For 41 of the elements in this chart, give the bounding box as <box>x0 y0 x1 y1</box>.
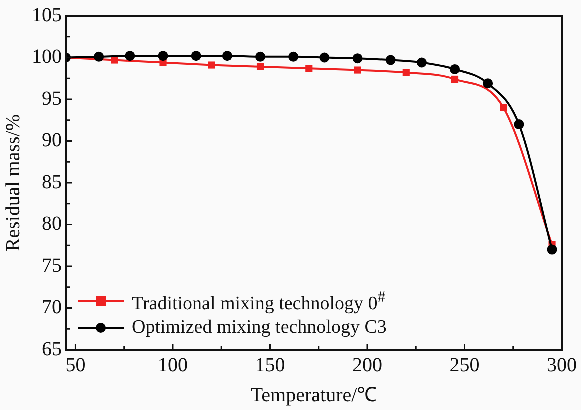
point <box>500 104 508 112</box>
point <box>416 58 427 68</box>
point <box>94 52 104 62</box>
x-tick-label: 150 <box>255 354 286 376</box>
x-tick-label: 200 <box>352 354 382 376</box>
y-tick-label: 65 <box>42 338 62 360</box>
point <box>483 78 494 89</box>
point <box>125 51 136 62</box>
point <box>222 51 232 62</box>
y-tick-label: 90 <box>42 130 62 152</box>
point <box>386 55 396 66</box>
point <box>402 69 410 76</box>
point <box>354 66 362 74</box>
y-tick-label: 75 <box>42 254 62 277</box>
point <box>547 244 558 255</box>
legend-label: Traditional mixing technology 0$^{#}$ <box>132 288 386 316</box>
point <box>451 76 459 83</box>
y-tick-label: 85 <box>42 171 62 194</box>
y-tick-label: 80 <box>42 213 62 235</box>
x-tick-label: 50 <box>66 354 86 376</box>
point <box>208 62 216 69</box>
x-tick-label: 250 <box>450 354 480 376</box>
point <box>256 63 264 70</box>
point <box>288 52 299 62</box>
y-tick-label: 105 <box>32 4 62 26</box>
y-tick-label: 95 <box>42 88 62 110</box>
legend-label: Optimized mixing technology C3 <box>132 316 387 340</box>
point <box>158 51 168 62</box>
point <box>352 54 363 64</box>
y-tick-label: 70 <box>42 296 62 318</box>
point <box>450 64 460 74</box>
x-tick-label: 300 <box>547 354 577 376</box>
y-axis-title: Residual mass/% <box>2 114 24 252</box>
x-axis-title: Temperature/℃ <box>250 384 378 406</box>
point <box>514 120 524 130</box>
point <box>256 52 266 62</box>
y-tick-label: 100 <box>32 46 62 68</box>
x-tick-label: 100 <box>158 354 188 376</box>
point <box>191 51 202 62</box>
point <box>306 65 313 72</box>
point <box>320 52 330 63</box>
